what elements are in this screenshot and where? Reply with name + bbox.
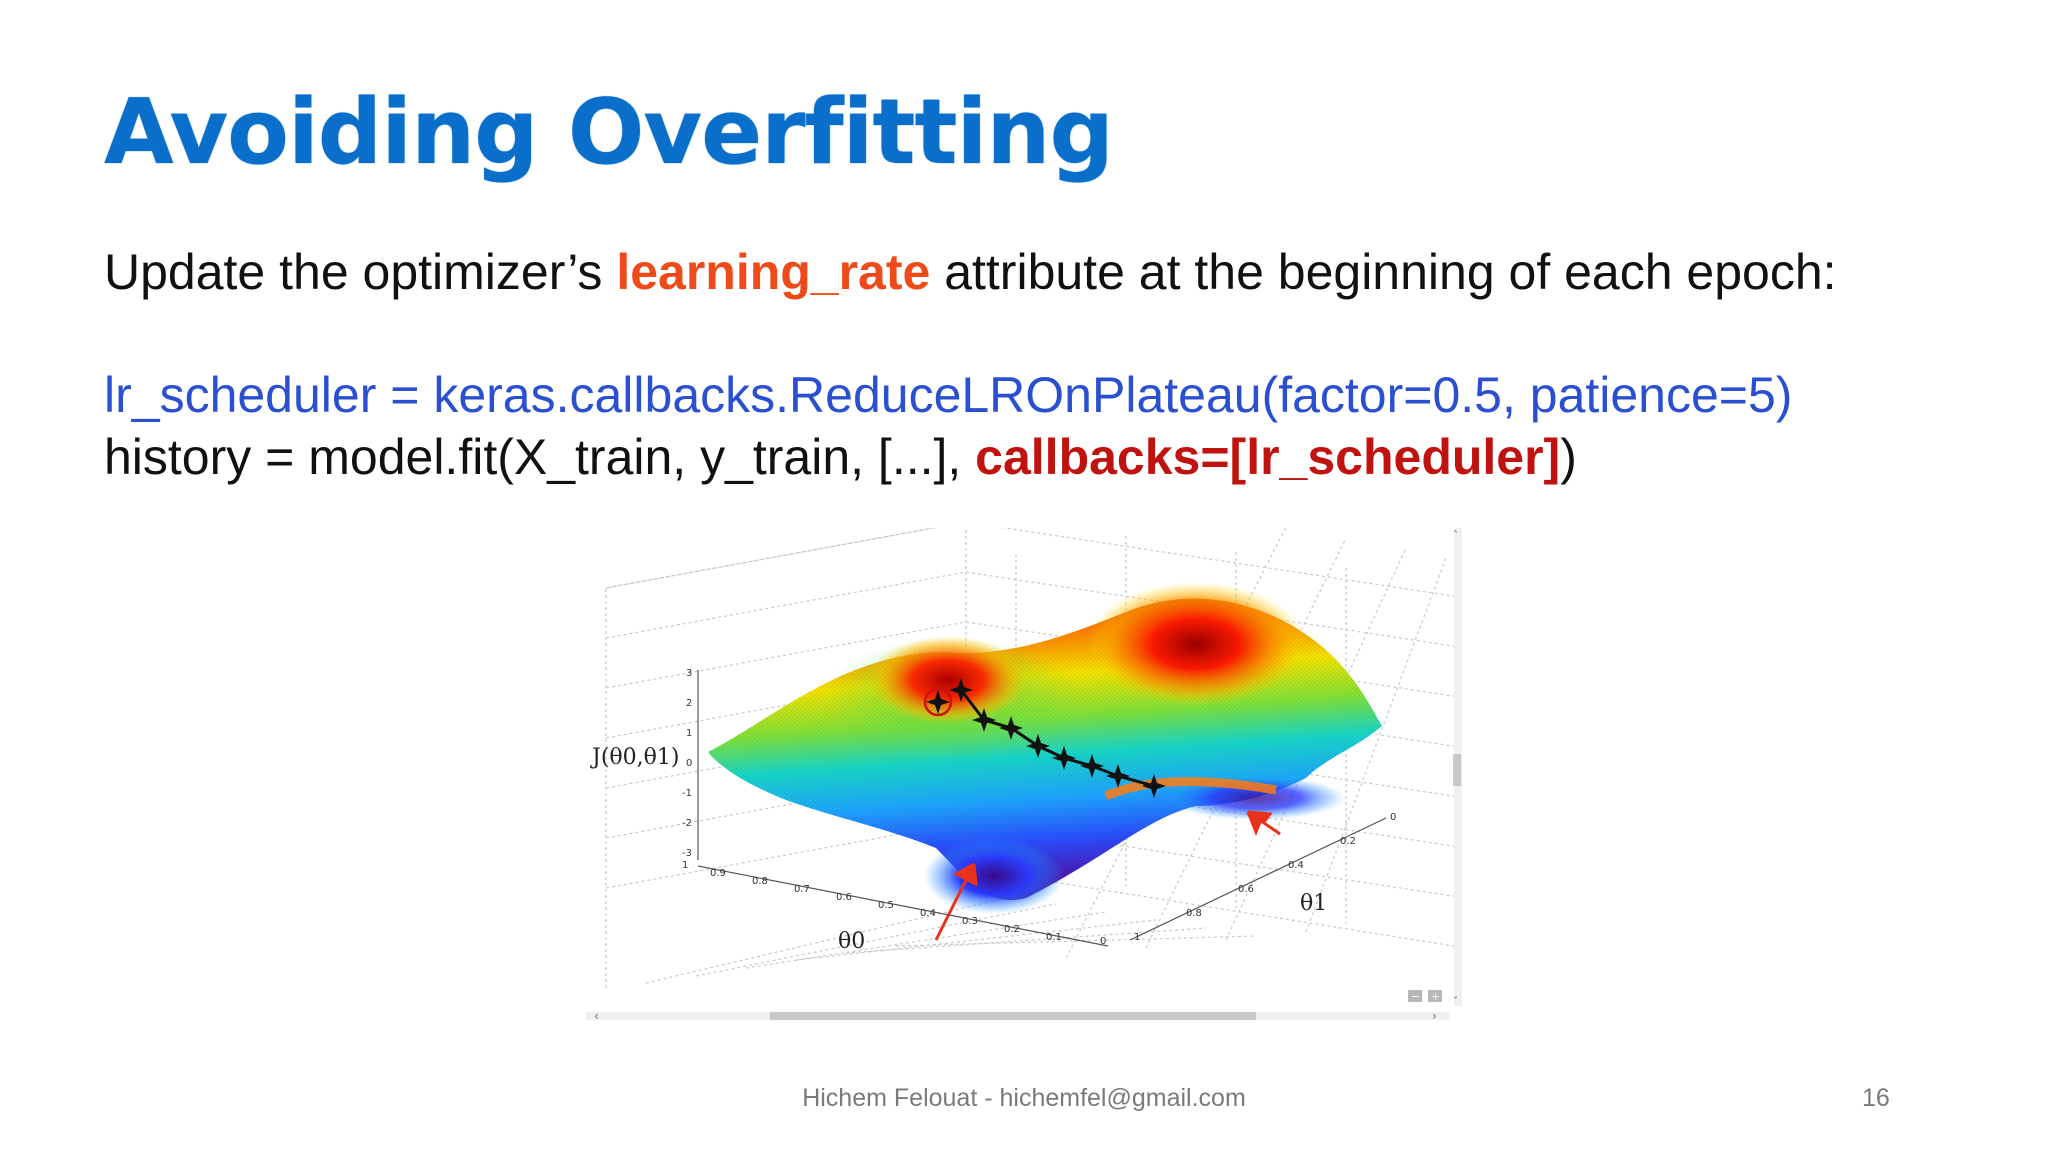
intro-sentence: Update the optimizer’s learning_rate att…: [104, 243, 1837, 301]
z-tick: -2: [682, 818, 692, 829]
horizontal-scroll-thumb[interactable]: [770, 1012, 1256, 1020]
theta1-tick: 0: [1390, 812, 1396, 823]
theta0-tick: 0.1: [1046, 932, 1062, 943]
learning-rate-highlight: learning_rate: [616, 244, 931, 300]
theta0-tick: 0.6: [836, 892, 852, 903]
zoom-controls[interactable]: − +: [1408, 990, 1442, 1003]
fit-suffix: ): [1560, 429, 1577, 485]
vertical-scroll-thumb[interactable]: [1453, 754, 1461, 786]
theta0-tick: 0.7: [794, 884, 810, 895]
z-tick: -3: [682, 848, 692, 859]
callbacks-highlight: callbacks=[lr_scheduler]: [975, 429, 1561, 485]
z-tick: -1: [682, 788, 692, 799]
fit-prefix: history = model.fit(X_train, y_train, [.…: [104, 429, 976, 485]
theta0-tick: 0: [1100, 936, 1106, 947]
z-tick: 2: [686, 698, 692, 709]
svg-text:˅: ˅: [1453, 995, 1458, 1007]
theta0-tick: 0.4: [920, 908, 936, 919]
minima-arrows: [934, 810, 1281, 941]
svg-text:+: +: [1431, 990, 1440, 1003]
theta1-tick: 0.8: [1186, 908, 1202, 919]
z-tick: 3: [686, 668, 692, 679]
z-axis-label: J(θ0,θ1): [590, 745, 679, 770]
theta1-tick: 0.2: [1340, 836, 1356, 847]
theta0-tick: 1: [682, 860, 688, 871]
surface-plot-svg: 3 2 1 0 -1 -2 -3 J(θ0,θ1) 1 0.9 0.8 0.7 …: [586, 521, 1467, 1023]
theta0-tick: 0.5: [878, 900, 894, 911]
theta0-axis: 1 0.9 0.8 0.7 0.6 0.5 0.4 0.3 0.2 0.1 0 …: [682, 860, 1109, 954]
theta0-label: θ0: [838, 929, 865, 954]
code-line-fit: history = model.fit(X_train, y_train, [.…: [104, 428, 1577, 486]
svg-text:˄: ˄: [1453, 529, 1458, 541]
z-tick: 1: [686, 728, 692, 739]
theta1-tick: 1: [1134, 932, 1140, 943]
theta0-tick: 0.3: [962, 916, 978, 927]
zoom-in-button[interactable]: [1428, 990, 1442, 1002]
theta0-tick: 0.9: [710, 868, 726, 879]
page-number: 16: [1862, 1084, 1890, 1112]
intro-prefix: Update the optimizer’s: [104, 244, 617, 300]
descent-path: [923, 678, 1166, 798]
code-line-scheduler: lr_scheduler = keras.callbacks.ReduceLRO…: [104, 367, 1793, 423]
svg-text:−: −: [1411, 990, 1420, 1003]
surface-plot-figure: 3 2 1 0 -1 -2 -3 J(θ0,θ1) 1 0.9 0.8 0.7 …: [586, 521, 1467, 1024]
z-axis: 3 2 1 0 -1 -2 -3 J(θ0,θ1): [590, 668, 699, 860]
theta0-tick: 0.2: [1004, 924, 1020, 935]
footer-author: Hichem Felouat - hichemfel@gmail.com: [802, 1084, 1246, 1112]
theta1-tick: 0.4: [1288, 860, 1304, 871]
z-tick: 0: [686, 758, 692, 769]
intro-suffix: attribute at the beginning of each epoch…: [930, 244, 1837, 300]
theta0-tick: 0.8: [752, 876, 768, 887]
zoom-out-button[interactable]: [1408, 990, 1422, 1002]
svg-text:›: ›: [1432, 1009, 1437, 1023]
horizontal-scrollbar[interactable]: ‹ ›: [586, 1009, 1450, 1023]
theta1-axis: 0 0.2 0.4 0.6 0.8 1 θ1: [1129, 812, 1396, 943]
vertical-scrollbar[interactable]: ˄ ˅: [1453, 528, 1462, 1007]
slide-title: Avoiding Overfitting: [104, 80, 1114, 185]
theta1-label: θ1: [1300, 891, 1327, 916]
svg-text:‹: ‹: [594, 1009, 599, 1023]
theta1-tick: 0.6: [1238, 884, 1254, 895]
